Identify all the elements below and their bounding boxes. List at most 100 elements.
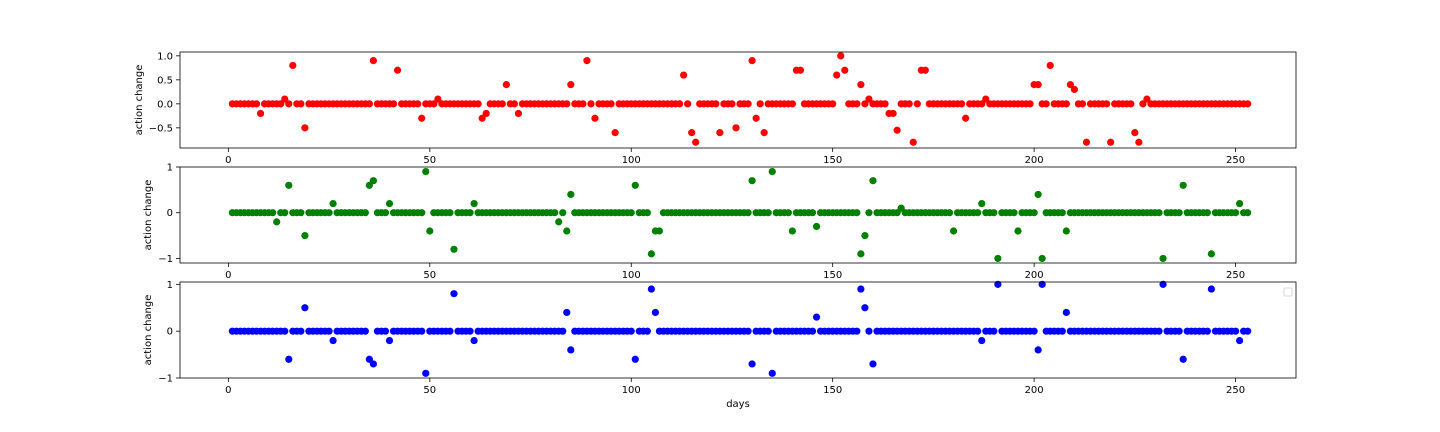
- data-point: [865, 95, 873, 103]
- y-tick-label: −1: [158, 374, 173, 385]
- data-point: [385, 336, 394, 345]
- data-point: [744, 100, 752, 108]
- data-point: [812, 313, 821, 321]
- data-point: [563, 227, 571, 235]
- data-point: [764, 327, 772, 335]
- data-point: [728, 100, 736, 108]
- data-point: [470, 199, 478, 208]
- data-point: [365, 355, 373, 363]
- x-tick-label: 100: [622, 385, 641, 396]
- x-tick-label: 200: [1025, 155, 1044, 166]
- data-point: [579, 100, 587, 108]
- data-point: [559, 209, 567, 217]
- data-point: [381, 327, 390, 335]
- y-tick-label: 0: [167, 327, 173, 338]
- data-point: [945, 209, 954, 217]
- data-point: [1175, 327, 1183, 335]
- data-point: [389, 100, 398, 108]
- data-point: [297, 209, 305, 217]
- axes-frame: [179, 281, 1297, 379]
- data-point: [688, 129, 696, 137]
- data-point: [1159, 280, 1167, 288]
- data-point: [369, 177, 377, 185]
- data-point: [418, 209, 426, 217]
- data-point: [381, 209, 390, 217]
- data-point: [422, 167, 430, 176]
- data-point: [861, 304, 869, 312]
- x-tick-label: 50: [423, 270, 436, 281]
- data-point: [325, 209, 333, 217]
- data-point: [1107, 138, 1115, 146]
- data-point: [905, 100, 913, 108]
- data-point: [1034, 81, 1042, 89]
- data-point: [865, 327, 873, 335]
- data-point: [1034, 346, 1042, 354]
- data-point: [498, 100, 506, 108]
- data-point: [651, 308, 660, 317]
- data-point: [1062, 308, 1070, 317]
- data-point: [329, 199, 337, 208]
- subplot-2: 0 50 100 150 200 250 −1 0 1 action change: [143, 163, 1297, 281]
- data-point: [881, 100, 889, 108]
- data-point: [285, 100, 293, 108]
- data-point: [1131, 129, 1139, 137]
- data-point: [583, 57, 591, 65]
- data-point: [426, 227, 434, 235]
- data-point: [325, 327, 333, 335]
- y-tick-label: 1.0: [157, 51, 173, 62]
- data-point: [301, 124, 309, 132]
- data-point: [611, 129, 619, 137]
- data-point: [756, 100, 764, 108]
- data-point: [567, 81, 575, 89]
- data-point: [675, 100, 684, 108]
- data-point: [567, 190, 575, 199]
- data-point: [627, 209, 635, 217]
- data-point: [712, 100, 720, 108]
- data-point: [1143, 95, 1151, 103]
- data-point: [393, 66, 402, 74]
- data-point: [893, 126, 901, 134]
- data-point: [369, 360, 377, 368]
- data-point: [1062, 100, 1070, 108]
- data-point: [1179, 355, 1187, 363]
- data-point: [1062, 227, 1070, 235]
- data-point: [470, 336, 478, 345]
- data-point: [474, 100, 482, 108]
- data-point: [434, 95, 442, 103]
- data-point: [788, 100, 796, 108]
- data-point: [812, 222, 821, 231]
- data-point: [857, 81, 865, 89]
- data-point: [913, 100, 921, 108]
- data-point: [962, 114, 970, 122]
- data-point: [1203, 209, 1211, 217]
- data-point: [788, 227, 796, 235]
- data-point: [833, 71, 841, 79]
- data-point: [1058, 209, 1066, 217]
- data-point: [1014, 227, 1022, 235]
- data-point: [909, 138, 917, 146]
- data-point: [1010, 209, 1018, 217]
- data-point: [1179, 181, 1187, 189]
- x-tick-label: 0: [225, 270, 231, 281]
- data-point: [273, 218, 281, 226]
- data-point: [1103, 100, 1111, 108]
- data-point: [281, 209, 289, 217]
- data-point: [853, 327, 861, 335]
- data-point: [514, 109, 523, 118]
- y-tick-label: −0.5: [149, 123, 173, 134]
- data-point: [796, 66, 805, 74]
- data-point: [361, 327, 369, 335]
- data-point: [482, 109, 490, 118]
- data-point: [1046, 61, 1054, 70]
- data-point: [252, 100, 261, 108]
- x-tick-label: 200: [1025, 385, 1044, 396]
- data-point: [994, 280, 1002, 288]
- data-point: [418, 327, 426, 335]
- x-tick-label: 0: [225, 385, 231, 396]
- data-point: [1139, 100, 1147, 108]
- data-point: [978, 336, 986, 345]
- data-point: [559, 327, 567, 335]
- data-point: [1038, 254, 1046, 263]
- x-tick-label: 50: [423, 385, 436, 396]
- data-point: [643, 209, 651, 217]
